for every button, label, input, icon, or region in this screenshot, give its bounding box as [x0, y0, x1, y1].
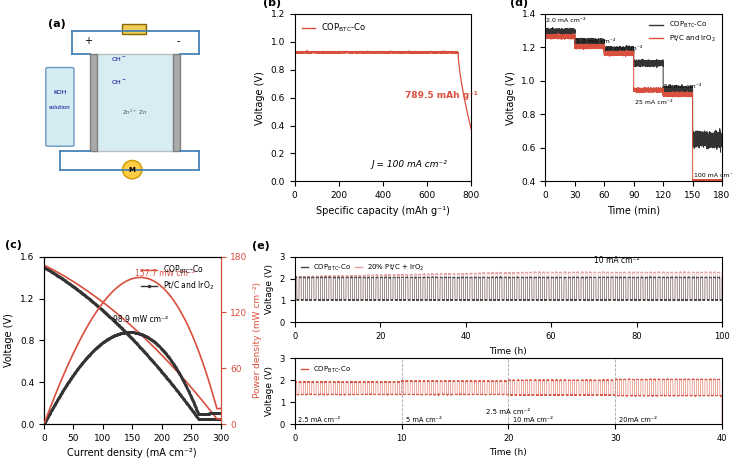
Bar	[93, 54, 173, 151]
Legend: $\mathrm{COP_{BTC}}$-Co: $\mathrm{COP_{BTC}}$-Co	[299, 18, 369, 37]
Text: (c): (c)	[5, 240, 22, 250]
Text: 789.5 mAh g⁻¹: 789.5 mAh g⁻¹	[405, 91, 478, 100]
X-axis label: Specific capacity (mAh g⁻¹): Specific capacity (mAh g⁻¹)	[316, 206, 450, 216]
Legend: $\mathrm{COP_{BTC}}$-Co: $\mathrm{COP_{BTC}}$-Co	[298, 362, 354, 377]
Text: 2.5 mA cm⁻²: 2.5 mA cm⁻²	[486, 409, 531, 415]
Text: $\mathrm{Zn^{2+}}$ Zn: $\mathrm{Zn^{2+}}$ Zn	[122, 107, 147, 116]
Y-axis label: Voltage (V): Voltage (V)	[265, 366, 274, 416]
Text: 2.5 mA cm⁻²: 2.5 mA cm⁻²	[298, 417, 340, 423]
Y-axis label: Voltage (V): Voltage (V)	[506, 71, 516, 124]
Text: $\mathrm{OH^-}$: $\mathrm{OH^-}$	[111, 55, 127, 63]
Text: $\mathrm{OH^-}$: $\mathrm{OH^-}$	[111, 78, 127, 86]
Y-axis label: Voltage (V): Voltage (V)	[4, 314, 15, 367]
Text: 50 mA cm⁻²: 50 mA cm⁻²	[664, 83, 701, 89]
Text: +: +	[84, 36, 92, 46]
Legend: $\mathrm{COP_{BTC}}$-Co, Pt/C and IrO$_2$: $\mathrm{COP_{BTC}}$-Co, Pt/C and IrO$_2…	[139, 260, 217, 295]
FancyBboxPatch shape	[45, 68, 74, 146]
Text: 25 mA cm⁻²: 25 mA cm⁻²	[635, 100, 672, 104]
Text: 98.9 mW cm⁻²: 98.9 mW cm⁻²	[114, 315, 169, 323]
X-axis label: Time (h): Time (h)	[490, 347, 527, 356]
Text: 10 mA cm⁻²: 10 mA cm⁻²	[605, 46, 643, 51]
Text: 10 mA cm⁻²: 10 mA cm⁻²	[594, 256, 639, 265]
Text: -: -	[177, 36, 180, 46]
Bar	[90, 54, 97, 151]
Y-axis label: Power density (mW cm⁻²): Power density (mW cm⁻²)	[253, 282, 262, 398]
Text: 20mA cm⁻²: 20mA cm⁻²	[619, 417, 658, 423]
Y-axis label: Voltage (V): Voltage (V)	[255, 71, 265, 124]
Circle shape	[122, 160, 142, 179]
Text: (d): (d)	[510, 0, 528, 7]
Text: 157.7 mW cm⁻²: 157.7 mW cm⁻²	[135, 268, 195, 278]
Text: 2.0 mA cm⁻²: 2.0 mA cm⁻²	[546, 18, 586, 22]
Text: J = 100 mA cm⁻²: J = 100 mA cm⁻²	[372, 160, 448, 170]
X-axis label: Time (min): Time (min)	[607, 206, 660, 216]
Text: KOH: KOH	[53, 90, 67, 96]
Text: (a): (a)	[48, 19, 65, 29]
Bar	[173, 54, 180, 151]
Text: (b): (b)	[263, 0, 281, 7]
Text: 5.0 mA cm⁻²: 5.0 mA cm⁻²	[576, 39, 615, 44]
Text: M: M	[129, 167, 136, 172]
Legend: $\mathrm{COP_{BTC}}$-Co, 20% Pt/C + IrO$_2$: $\mathrm{COP_{BTC}}$-Co, 20% Pt/C + IrO$…	[298, 260, 427, 276]
Text: (e): (e)	[252, 241, 270, 251]
Legend: $\mathrm{COP_{BTC}}$-Co, Pt/C and IrO$_2$: $\mathrm{COP_{BTC}}$-Co, Pt/C and IrO$_2…	[647, 17, 718, 47]
X-axis label: Current density (mA cm⁻²): Current density (mA cm⁻²)	[67, 448, 197, 459]
Text: 100 mA cm⁻²: 100 mA cm⁻²	[693, 173, 733, 178]
Y-axis label: Voltage (V): Voltage (V)	[265, 265, 274, 315]
Text: solution: solution	[49, 105, 71, 110]
Text: 5 mA cm⁻²: 5 mA cm⁻²	[406, 417, 442, 423]
X-axis label: Time (h): Time (h)	[490, 448, 527, 457]
Bar	[122, 24, 147, 34]
Text: 10 mA cm⁻²: 10 mA cm⁻²	[512, 417, 553, 423]
